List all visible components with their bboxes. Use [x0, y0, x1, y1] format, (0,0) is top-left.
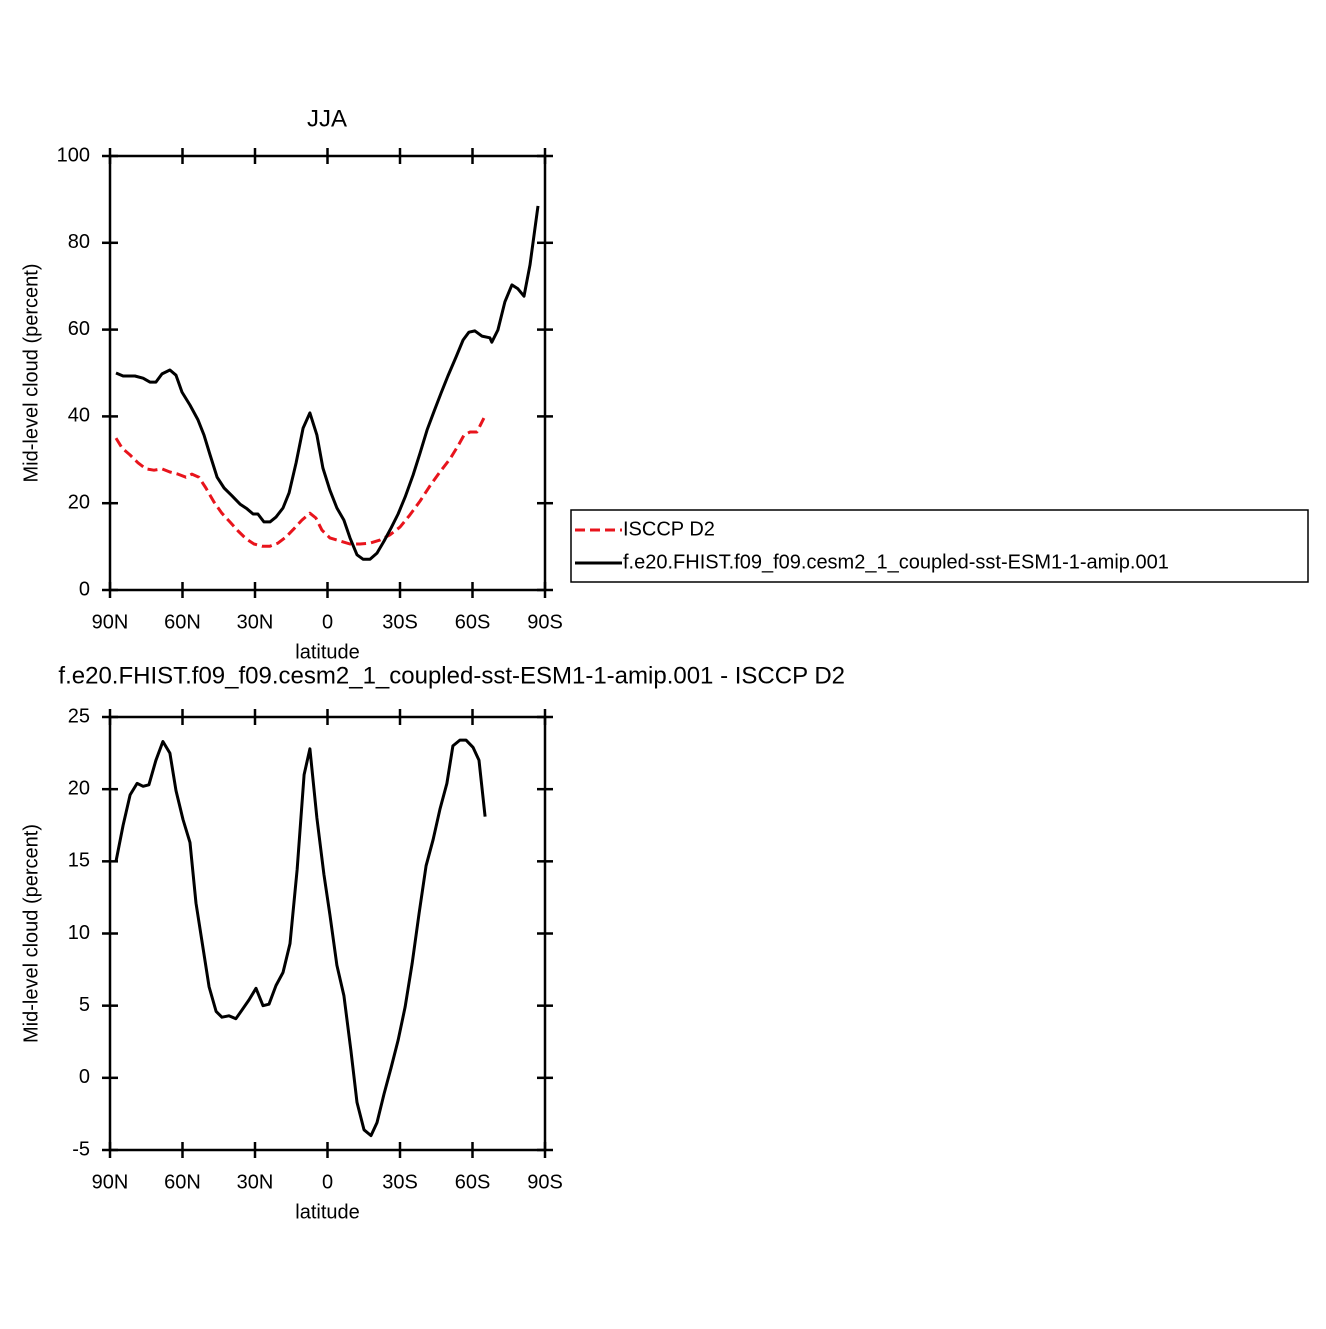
y-tick-label: -5: [72, 1138, 90, 1160]
x-tick-label: 60S: [455, 1171, 491, 1193]
y-tick-label: 15: [68, 850, 90, 872]
x-tick-label: 90N: [92, 611, 129, 633]
legend-label: ISCCP D2: [623, 518, 715, 540]
x-tick-label: 30S: [382, 611, 418, 633]
series-line: [114, 417, 486, 548]
series-line: [114, 738, 487, 1138]
x-tick-label: 60S: [455, 611, 491, 633]
y-tick-label: 20: [68, 491, 90, 513]
y-axis-label: Mid-level cloud (percent): [20, 824, 42, 1043]
x-tick-label: 30N: [237, 1171, 274, 1193]
x-tick-label: 30N: [237, 611, 274, 633]
x-axis-label: latitude: [295, 1201, 360, 1223]
y-tick-label: 5: [79, 994, 90, 1016]
y-tick-label: 0: [79, 1066, 90, 1088]
x-tick-label: 60N: [164, 1171, 201, 1193]
y-tick-label: 25: [68, 705, 90, 727]
x-tick-label: 30S: [382, 1171, 418, 1193]
x-axis-label: latitude: [295, 641, 360, 663]
series-line: [115, 205, 540, 561]
y-axis-label: Mid-level cloud (percent): [20, 264, 42, 483]
legend-label: f.e20.FHIST.f09_f09.cesm2_1_coupled-sst-…: [623, 551, 1169, 573]
y-tick-label: 10: [68, 922, 90, 944]
x-tick-label: 60N: [164, 611, 201, 633]
y-tick-label: 100: [57, 144, 90, 166]
legend-box: [570, 509, 1309, 583]
y-tick-label: 80: [68, 231, 90, 253]
x-tick-label: 90S: [527, 1171, 563, 1193]
x-tick-label: 90N: [92, 1171, 129, 1193]
y-tick-label: 60: [68, 318, 90, 340]
x-tick-label: 0: [322, 611, 333, 633]
chart-title: f.e20.FHIST.f09_f09.cesm2_1_coupled-sst-…: [58, 662, 845, 689]
y-tick-label: 20: [68, 777, 90, 799]
x-tick-label: 0: [322, 1171, 333, 1193]
x-tick-label: 90S: [527, 611, 563, 633]
y-tick-label: 0: [79, 578, 90, 600]
chart-title: JJA: [307, 105, 347, 132]
y-tick-label: 40: [68, 405, 90, 427]
